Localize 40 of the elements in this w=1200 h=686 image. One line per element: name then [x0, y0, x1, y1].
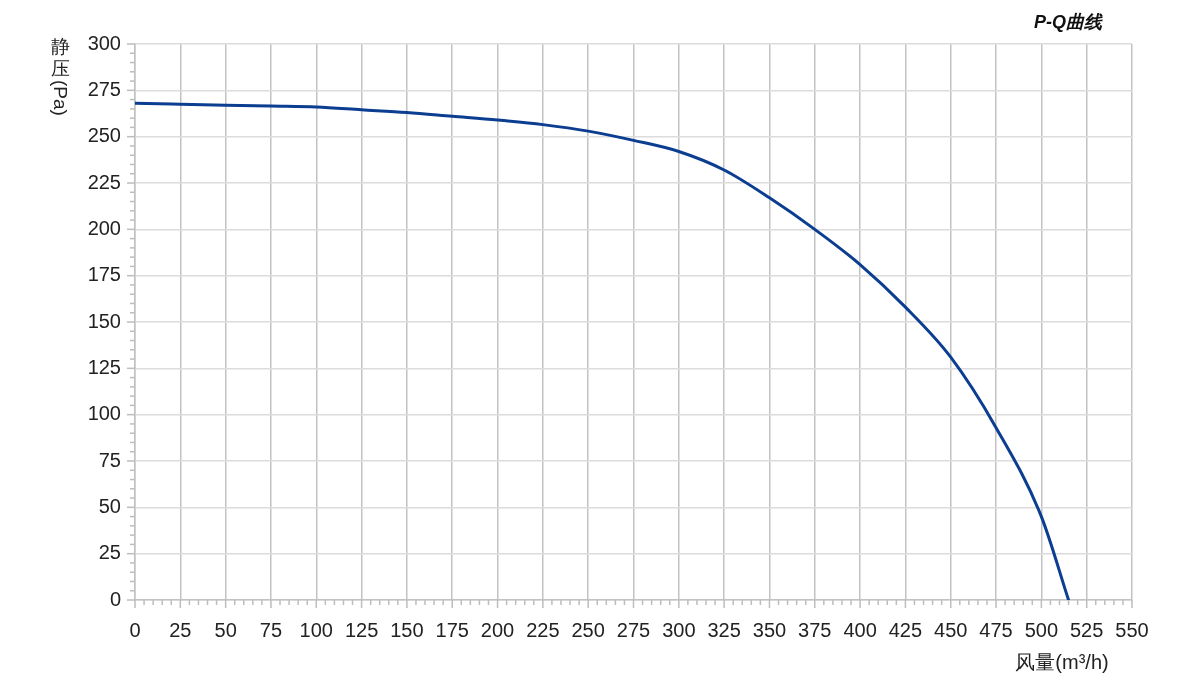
x-tick-label: 475 [979, 618, 1013, 641]
x-tick-label: 350 [752, 618, 787, 641]
y-tick-label: 0 [109, 587, 121, 610]
x-tick-label: 425 [888, 618, 923, 641]
x-tick-label: 550 [1115, 618, 1149, 641]
line-series [135, 101, 1071, 600]
y-tick-label: 50 [98, 494, 121, 517]
x-tick-label: 175 [435, 618, 469, 641]
x-tick-label: 325 [707, 618, 741, 641]
y-tick-label: 150 [87, 309, 121, 332]
x-tick-label: 125 [344, 618, 379, 641]
y-tick-label: 225 [87, 170, 121, 193]
x-tick-label: 225 [526, 618, 560, 641]
x-tick-label: 100 [299, 618, 333, 641]
y-tick-label: 125 [87, 355, 121, 378]
y-axis-title: 静压(Pa) [50, 36, 71, 116]
x-tick-label: 250 [571, 618, 605, 641]
x-tick-label: 200 [480, 618, 515, 641]
y-tick-label: 250 [87, 124, 121, 147]
y-tick-label: 100 [87, 402, 121, 425]
x-tick-label: 0 [129, 618, 141, 641]
y-tick-label: 300 [87, 31, 121, 54]
x-tick-label: 50 [214, 618, 237, 641]
x-tick-label: 375 [798, 618, 832, 641]
x-tick-label: 500 [1024, 618, 1059, 641]
x-tick-label: 525 [1069, 618, 1104, 641]
chart-title: P-Q曲线 [1033, 11, 1103, 32]
x-tick-label: 400 [843, 618, 877, 641]
y-tick-label: 75 [98, 448, 121, 471]
y-tick-label: 200 [87, 216, 121, 239]
y-tick-label: 25 [98, 541, 121, 564]
x-tick-label: 275 [616, 618, 651, 641]
x-tick-label: 150 [390, 618, 424, 641]
x-tick-label: 450 [934, 618, 968, 641]
y-tick-label: 275 [87, 77, 121, 100]
y-tick-label: 175 [87, 263, 121, 286]
x-tick-label: 75 [259, 618, 283, 641]
x-axis-title: 风量(m³/h) [1015, 650, 1109, 673]
x-tick-label: 300 [662, 618, 696, 641]
x-tick-label: 25 [169, 618, 192, 641]
